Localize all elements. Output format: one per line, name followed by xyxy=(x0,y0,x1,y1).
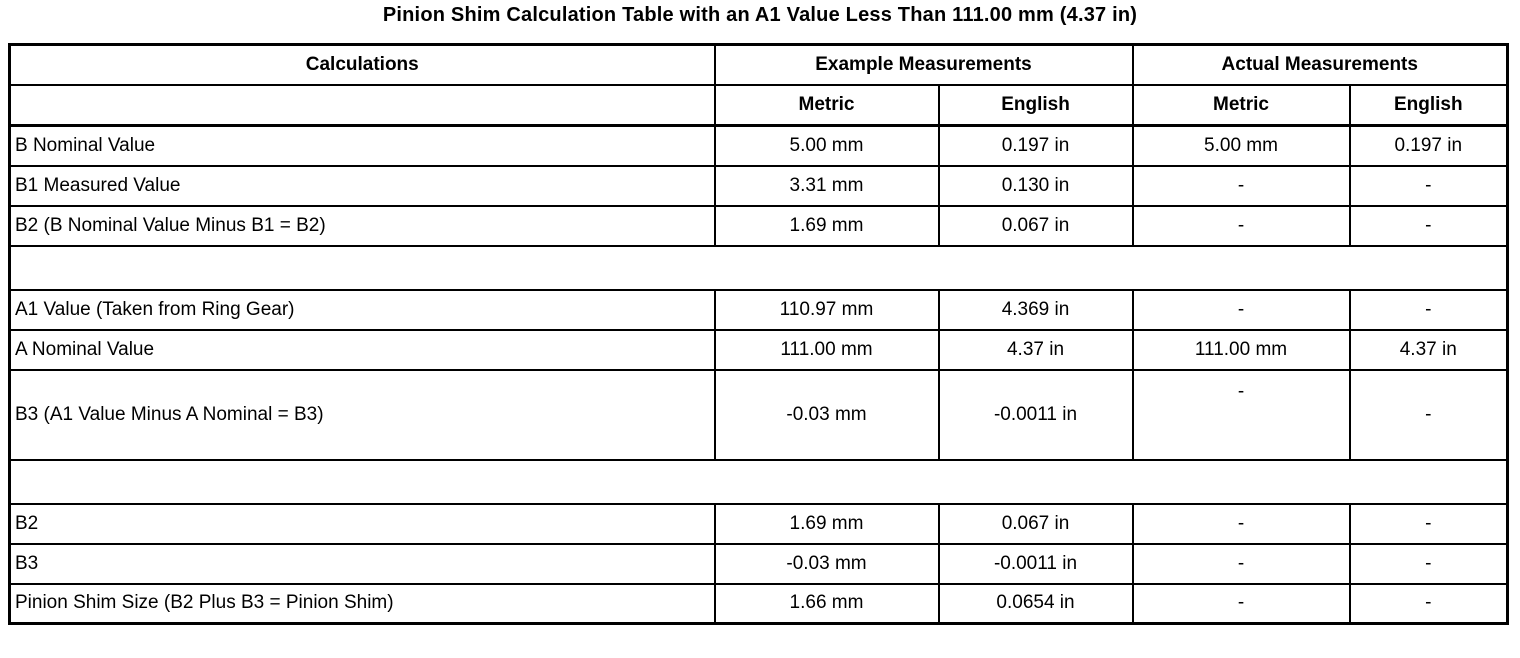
spacer-cell xyxy=(9,458,1508,505)
actual-english-value: 0.197 in xyxy=(1348,124,1509,167)
example-english-value: 0.0654 in xyxy=(937,582,1134,625)
header-units-row: Metric English Metric English xyxy=(8,84,1509,127)
example-english-value: 0.197 in xyxy=(937,124,1134,167)
table-row: B3 (A1 Value Minus A Nominal = B3) -0.03 … xyxy=(8,368,1509,461)
spacer-cell xyxy=(9,244,1508,291)
example-metric-value: 3.31 mm xyxy=(713,164,940,207)
table-row: B1 Measured Value 3.31 mm 0.130 in - - xyxy=(8,164,1509,207)
example-metric-value: 1.66 mm xyxy=(713,582,940,625)
table-title: Pinion Shim Calculation Table with an A1… xyxy=(382,4,1138,26)
calculation-label: B2 (B Nominal Value Minus B1 = B2) xyxy=(8,204,716,247)
actual-metric-value: - xyxy=(1131,164,1351,207)
calculation-label: A Nominal Value xyxy=(8,328,716,371)
actual-metric-value: - xyxy=(1131,582,1351,625)
calculation-label: Pinion Shim Size (B2 Plus B3 = Pinion Sh… xyxy=(8,582,716,625)
actual-english-value: - xyxy=(1348,204,1509,247)
actual-metric-value: - xyxy=(1131,542,1351,585)
header-empty-cell xyxy=(8,84,716,127)
pinion-shim-calculation-table: Calculations Example Measurements Actual… xyxy=(8,43,1509,625)
actual-metric-value: 111.00 mm xyxy=(1131,328,1351,371)
example-english-value: 0.130 in xyxy=(937,164,1134,207)
example-metric-value: -0.03 mm xyxy=(713,368,940,461)
subheader-english-example: English xyxy=(937,84,1134,127)
table-row: A1 Value (Taken from Ring Gear) 110.97 mm… xyxy=(8,288,1509,331)
calculation-label: B3 (A1 Value Minus A Nominal = B3) xyxy=(8,368,716,461)
header-calculations: Calculations xyxy=(8,43,716,86)
header-group-row: Calculations Example Measurements Actual… xyxy=(8,43,1509,86)
table-row: Pinion Shim Size (B2 Plus B3 = Pinion Sh… xyxy=(8,582,1509,625)
table-row: B3 -0.03 mm -0.0011 in - - xyxy=(8,542,1509,585)
calculation-label: B2 xyxy=(8,502,716,545)
example-metric-value: 110.97 mm xyxy=(713,288,940,331)
actual-metric-value: 5.00 mm xyxy=(1131,124,1351,167)
actual-metric-value: - xyxy=(1131,204,1351,247)
actual-english-value: - xyxy=(1348,288,1509,331)
example-metric-value: 5.00 mm xyxy=(713,124,940,167)
actual-english-value: - xyxy=(1348,502,1509,545)
table-row: B Nominal Value 5.00 mm 0.197 in 5.00 mm 0.1… xyxy=(8,124,1509,167)
example-english-value: 4.369 in xyxy=(937,288,1134,331)
actual-english-value: - xyxy=(1348,164,1509,207)
actual-metric-value: - xyxy=(1131,288,1351,331)
table-row: A Nominal Value 111.00 mm 4.37 in 111.00 mm… xyxy=(8,328,1509,371)
table-row: B2 (B Nominal Value Minus B1 = B2) 1.69 m… xyxy=(8,204,1509,247)
example-metric-value: 1.69 mm xyxy=(713,204,940,247)
example-english-value: -0.0011 in xyxy=(937,542,1134,585)
subheader-metric-actual: Metric xyxy=(1131,84,1351,127)
calculation-label: A1 Value (Taken from Ring Gear) xyxy=(8,288,716,331)
example-metric-value: 111.00 mm xyxy=(713,328,940,371)
actual-english-value: - xyxy=(1348,542,1509,585)
actual-english-value: - xyxy=(1348,368,1509,461)
example-english-value: 4.37 in xyxy=(937,328,1134,371)
actual-english-value: 4.37 in xyxy=(1348,328,1509,371)
example-english-value: -0.0011 in xyxy=(937,368,1134,461)
subheader-metric-example: Metric xyxy=(713,84,940,127)
example-metric-value: 1.69 mm xyxy=(713,502,940,545)
header-example-measurements: Example Measurements xyxy=(713,43,1134,86)
example-english-value: 0.067 in xyxy=(937,502,1134,545)
example-english-value: 0.067 in xyxy=(937,204,1134,247)
actual-metric-value: - xyxy=(1131,368,1351,461)
header-actual-measurements: Actual Measurements xyxy=(1131,43,1509,86)
calculation-label: B1 Measured Value xyxy=(8,164,716,207)
subheader-english-actual: English xyxy=(1348,84,1509,127)
table-row: B2 1.69 mm 0.067 in - - xyxy=(8,502,1509,545)
spacer-row xyxy=(9,458,1508,505)
example-metric-value: -0.03 mm xyxy=(713,542,940,585)
table-body: B Nominal Value 5.00 mm 0.197 in 5.00 mm 0.1… xyxy=(8,124,1509,625)
spacer-row xyxy=(9,244,1508,291)
actual-english-value: - xyxy=(1348,582,1509,625)
actual-metric-value: - xyxy=(1131,502,1351,545)
calculation-label: B3 xyxy=(8,542,716,585)
calculation-label: B Nominal Value xyxy=(8,124,716,167)
